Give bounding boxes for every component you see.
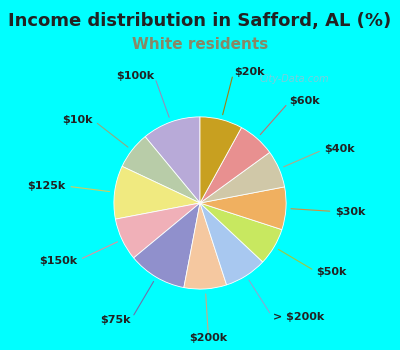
Text: $50k: $50k	[316, 267, 347, 277]
Text: > $200k: > $200k	[272, 313, 324, 322]
Wedge shape	[200, 127, 270, 203]
Wedge shape	[184, 203, 227, 289]
Wedge shape	[116, 203, 200, 258]
Wedge shape	[134, 203, 200, 288]
Text: $100k: $100k	[116, 71, 154, 80]
Wedge shape	[200, 203, 263, 285]
Text: $60k: $60k	[290, 96, 320, 106]
Wedge shape	[200, 117, 242, 203]
Wedge shape	[114, 166, 200, 219]
Wedge shape	[122, 136, 200, 203]
Text: $200k: $200k	[190, 333, 228, 343]
Text: City-Data.com: City-Data.com	[260, 74, 329, 84]
Text: $75k: $75k	[100, 315, 131, 324]
Text: $20k: $20k	[234, 67, 264, 77]
Text: $10k: $10k	[62, 115, 93, 125]
Wedge shape	[200, 187, 286, 230]
Wedge shape	[200, 203, 282, 262]
Text: $40k: $40k	[324, 144, 355, 154]
Wedge shape	[200, 152, 284, 203]
Text: White residents: White residents	[132, 37, 268, 52]
Text: $30k: $30k	[335, 206, 366, 217]
Text: $150k: $150k	[39, 256, 78, 266]
Text: Income distribution in Safford, AL (%): Income distribution in Safford, AL (%)	[8, 12, 392, 30]
Text: $125k: $125k	[27, 181, 66, 191]
Wedge shape	[145, 117, 200, 203]
